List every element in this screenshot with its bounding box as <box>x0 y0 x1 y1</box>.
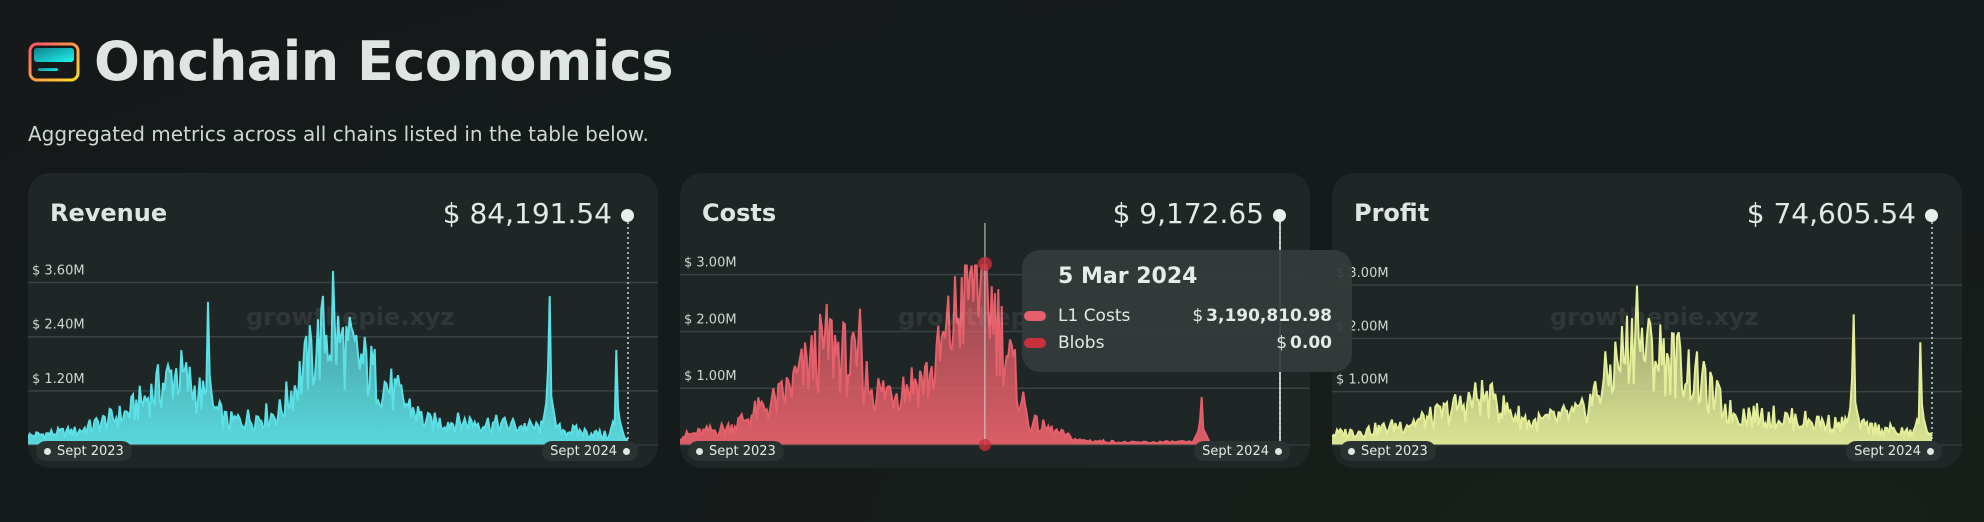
card-title: Costs <box>702 199 777 227</box>
end-dot <box>1927 447 1934 455</box>
chart-tooltip: 5 Mar 2024 L1 Costs $3,190,810.98 Blobs … <box>1022 250 1352 372</box>
card-title: Revenue <box>50 199 168 227</box>
page-header: Onchain Economics <box>28 30 673 93</box>
start-date-label: Sept 2023 <box>688 441 784 461</box>
y-tick-label: $ 2.40M <box>32 318 85 333</box>
end-date-text: Sept 2024 <box>1854 443 1921 459</box>
y-tick-label: $ 3.60M <box>32 264 85 279</box>
tooltip-label: L1 Costs <box>1058 306 1131 326</box>
start-date-text: Sept 2023 <box>1361 443 1428 459</box>
l1-costs-swatch <box>1024 311 1046 321</box>
card-value: $ 84,191.54 <box>442 197 612 230</box>
series-area <box>1332 285 1932 445</box>
end-dot <box>1275 447 1282 455</box>
watermark: growthepie.xyz <box>246 303 455 331</box>
y-tick-label: $ 1.20M <box>32 372 85 387</box>
end-date-text: Sept 2024 <box>550 443 617 459</box>
end-dot <box>623 447 630 455</box>
blobs-swatch <box>1024 338 1046 348</box>
series-line <box>680 264 1281 446</box>
end-marker <box>621 209 634 222</box>
start-date-label: Sept 2023 <box>1340 441 1436 461</box>
end-date-label: Sept 2024 <box>1846 441 1942 461</box>
end-date-label: Sept 2024 <box>1194 441 1290 461</box>
hover-point-blobs <box>978 439 991 451</box>
card-value: $ 9,172.65 <box>1112 197 1264 230</box>
end-date-text: Sept 2024 <box>1202 443 1269 459</box>
hover-point <box>977 256 992 271</box>
page-subtitle: Aggregated metrics across all chains lis… <box>28 122 649 146</box>
start-date-text: Sept 2023 <box>57 443 124 459</box>
card-title: Profit <box>1354 199 1430 227</box>
tooltip-label: Blobs <box>1058 333 1105 353</box>
series-line <box>28 270 629 443</box>
tooltip-row-blobs: Blobs $0.00 <box>1022 331 1352 355</box>
wallet-icon <box>28 42 80 81</box>
costs-card: $ 1.00M $ 2.00M $ 3.00M growthepie.xyz Cos… <box>680 173 1310 468</box>
watermark: growthepie.xyz <box>1550 303 1759 331</box>
series-line <box>1332 285 1933 441</box>
tooltip-value: $0.00 <box>1276 333 1332 353</box>
y-tick-label: $ 1.00M <box>1336 373 1389 388</box>
y-tick-label: $ 1.00M <box>684 369 737 384</box>
end-date-label: Sept 2024 <box>542 441 638 461</box>
start-date-text: Sept 2023 <box>709 443 776 459</box>
start-dot <box>1348 447 1355 455</box>
y-tick-label: $ 2.00M <box>684 312 737 327</box>
start-dot <box>44 447 51 455</box>
end-marker <box>1273 209 1286 222</box>
revenue-card: $ 1.20M $ 2.40M $ 3.60M growthepie.xyz Rev… <box>28 173 658 468</box>
revenue-chart[interactable]: $ 1.20M $ 2.40M $ 3.60M <box>28 173 658 468</box>
profit-card: $ 1.00M $ 2.00M $ 3.00M growthepie.xyz Pro… <box>1332 173 1962 468</box>
end-marker <box>1925 209 1938 222</box>
page-title: Onchain Economics <box>94 30 673 93</box>
series-area <box>28 270 628 445</box>
tooltip-value: $3,190,810.98 <box>1192 306 1332 326</box>
card-value: $ 74,605.54 <box>1746 197 1916 230</box>
start-date-label: Sept 2023 <box>36 441 132 461</box>
tooltip-row-l1-costs: L1 Costs $3,190,810.98 <box>1022 304 1352 328</box>
series-area <box>680 265 1280 445</box>
y-tick-label: $ 3.00M <box>684 256 737 271</box>
tooltip-date: 5 Mar 2024 <box>1058 264 1198 289</box>
start-dot <box>696 447 703 455</box>
